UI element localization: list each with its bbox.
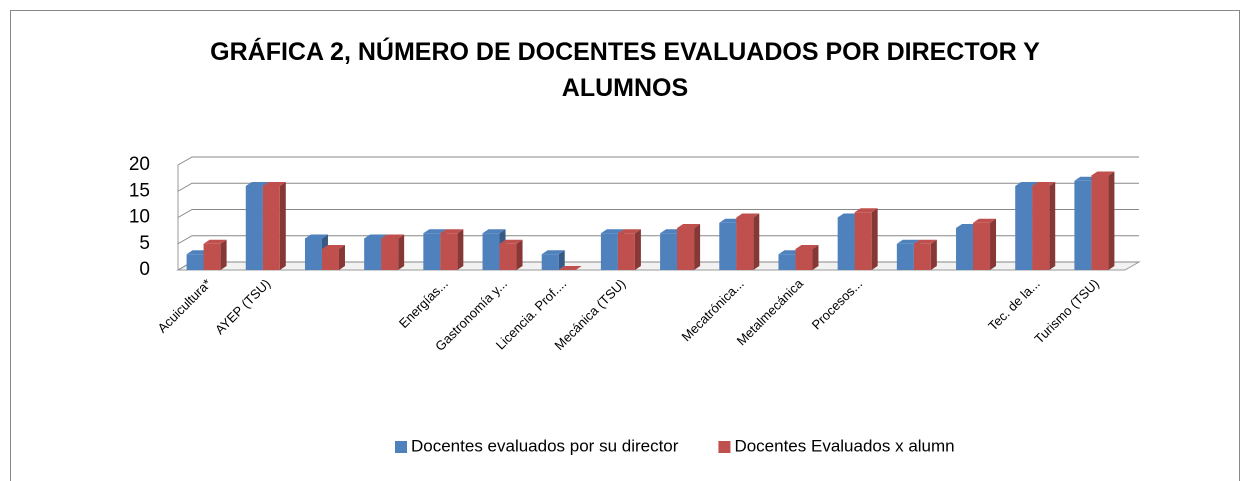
bar [956,228,974,270]
bar [364,238,382,270]
bar-side [558,250,565,270]
bar-top [423,229,447,234]
bar-side [694,224,701,270]
bar-top [617,229,641,234]
bar-side [338,245,345,270]
grid-line [177,156,1139,166]
bar-top [440,229,464,234]
chart-frame [10,10,1240,481]
bar [795,249,813,270]
bar-top [913,239,937,244]
bar [778,254,796,270]
bar-side [398,234,405,270]
chart-title: GRÁFICA 2, NÚMERO DE DOCENTES EVALUADOS … [210,38,1040,102]
bar [973,222,991,270]
bar [304,238,322,270]
bar [1091,175,1109,270]
bar-side [990,218,997,270]
bar-top [541,250,565,255]
bar [1015,186,1033,270]
bar [482,233,500,270]
y-tick-label: 20 [129,154,150,175]
bar [321,249,339,270]
y-tick-label: 15 [129,180,150,201]
bar-top [854,208,878,213]
legend-swatch [395,441,407,453]
bar-top [203,239,227,244]
bar-top [262,182,286,186]
bar-top [896,239,920,244]
legend-label: Docentes Evaluados x alumn [734,436,954,455]
bar-side [812,245,819,270]
legend-label: Docentes evaluados por su director [411,436,679,455]
y-tick-label: 5 [139,233,150,254]
x-tick-label: AYEP (TSU) [212,276,273,337]
bar [854,212,872,270]
bar-top [973,218,997,223]
bar [381,238,399,270]
bar [837,217,855,270]
bar-top [1091,171,1115,176]
bar-top [558,266,582,270]
bar-side [1049,182,1056,270]
bar [896,243,914,270]
bar-top [482,229,506,234]
bar [600,233,618,270]
bar-side [220,239,227,270]
bar-top [1015,182,1039,186]
bar-top [736,213,760,218]
bar-side [930,239,937,270]
legend-swatch [718,441,731,453]
bar [541,254,559,270]
grid-line [177,209,1139,218]
bar-top [304,234,328,239]
bar [660,233,678,270]
bar [1074,180,1092,270]
grid-line [177,182,1139,192]
bar-side [457,229,464,270]
bar [262,186,280,270]
x-tick-label: Energías... [396,276,451,331]
bar-top [677,224,701,228]
x-tick-label: Acuicultura* [154,276,214,336]
bar-side [279,182,286,270]
bar [423,233,441,270]
bar-top [321,245,345,249]
bar [440,233,458,270]
bar-top [1032,182,1056,186]
bar-side [516,239,523,270]
bar-top [795,245,819,249]
y-tick-label: 10 [129,207,150,228]
x-tick-label: Procesos... [809,276,866,333]
bar-top [381,234,405,239]
grid-line [177,235,1139,245]
bar [1032,186,1050,270]
x-tick-label: Tec. de la... [985,276,1043,334]
bar-side [753,213,760,270]
bar [186,254,204,270]
bar-top [499,239,523,244]
bar [617,233,635,270]
bar-top [364,234,388,239]
bar [736,217,754,270]
bar [499,243,517,270]
bar-side [1108,171,1115,270]
bar [677,228,695,270]
bar-top [600,229,624,234]
bar [245,186,263,270]
bar-side [871,208,878,270]
bar-side [634,229,641,270]
bar [203,243,221,270]
bar [913,243,931,270]
bar-top [245,182,269,186]
y-tick-label: 0 [139,259,150,280]
bar [719,222,737,270]
